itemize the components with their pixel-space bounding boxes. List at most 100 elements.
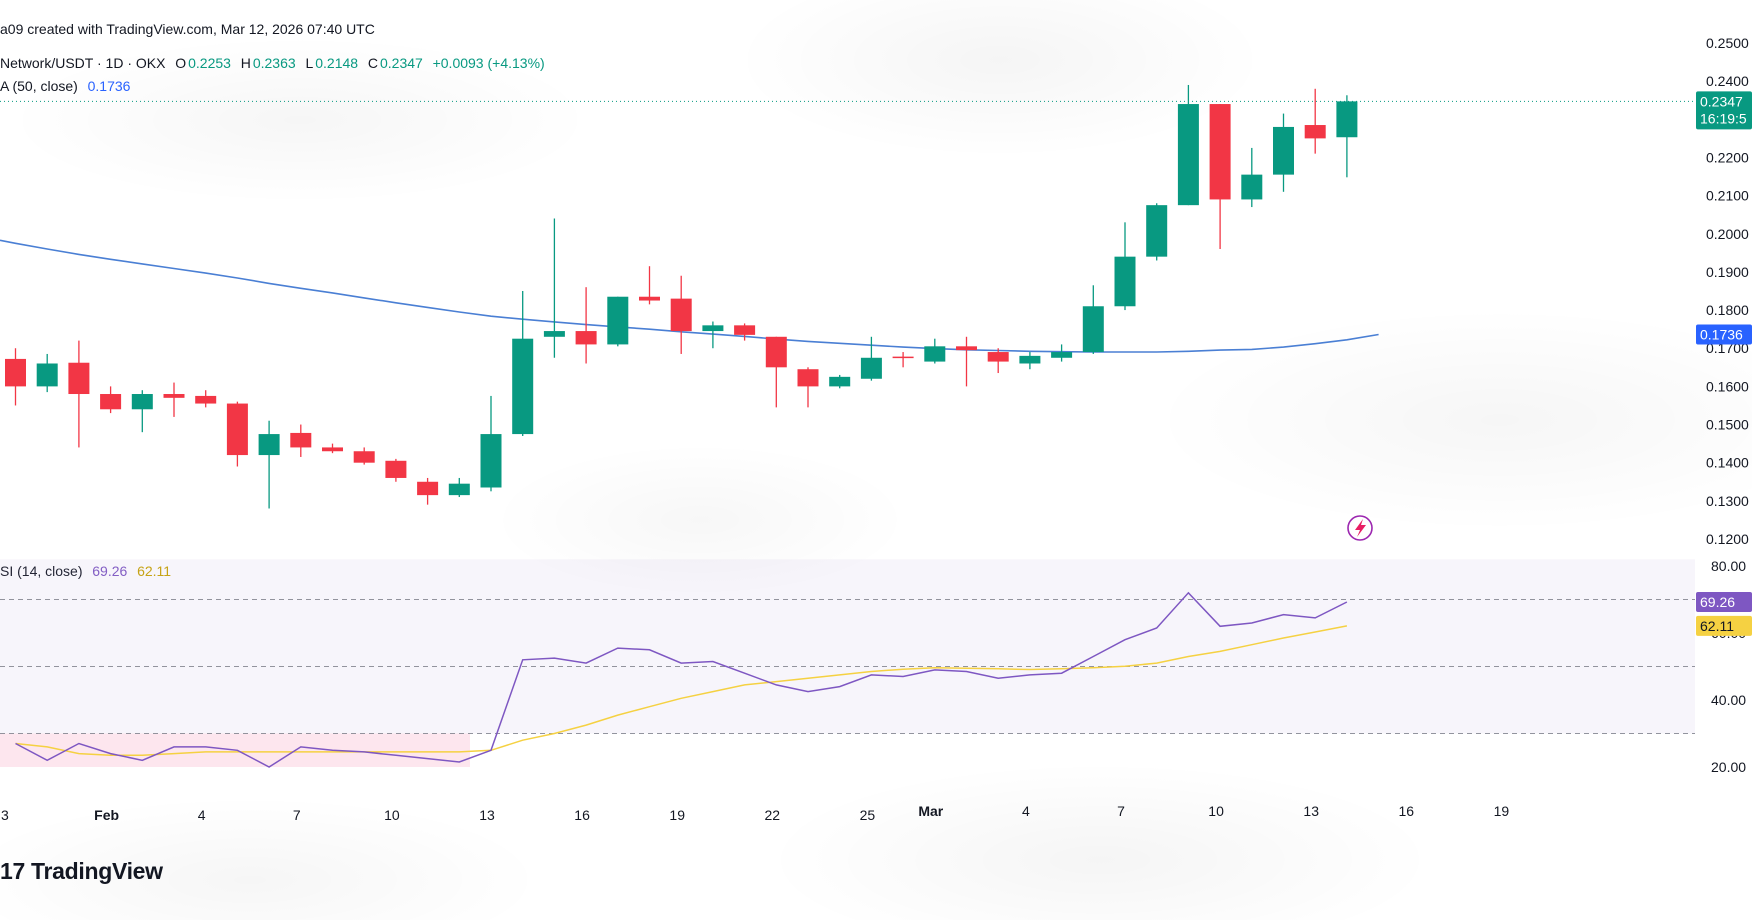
- candle[interactable]: [1114, 222, 1136, 311]
- candle-body: [417, 481, 439, 496]
- date-axis[interactable]: 3 Feb 4 7 10 13 16 19 22 25 Mar 4 7 10 13 16 19: [1, 803, 1509, 823]
- candle[interactable]: [1241, 147, 1263, 208]
- candle[interactable]: [36, 353, 58, 393]
- candle-body: [1051, 352, 1073, 358]
- candle-body: [1177, 104, 1199, 206]
- candle-body: [543, 331, 565, 337]
- price-badge-bg: [1696, 91, 1752, 130]
- candle[interactable]: [1051, 344, 1073, 362]
- candle[interactable]: [1209, 104, 1231, 250]
- flash-icon[interactable]: [1347, 515, 1373, 541]
- candle-body: [829, 376, 851, 387]
- candle[interactable]: [353, 447, 375, 465]
- rsi-ma-value: 62.11: [137, 563, 172, 579]
- candle[interactable]: [5, 348, 26, 406]
- candle-body: [734, 325, 756, 335]
- candle[interactable]: [226, 401, 248, 467]
- candle-body: [1082, 306, 1104, 353]
- candle-body: [68, 362, 90, 395]
- candle[interactable]: [68, 340, 90, 448]
- price-tick-label: 0.1200: [1706, 531, 1749, 547]
- candle[interactable]: [322, 443, 343, 454]
- rsi-overbought-fill: [0, 559, 1695, 600]
- chart-credit: a09 created with TradingView.com, Mar 12…: [0, 21, 377, 37]
- date-tick-label: Feb: [94, 807, 119, 823]
- candle[interactable]: [480, 395, 502, 492]
- candle[interactable]: [1336, 95, 1358, 178]
- symbol-legend[interactable]: Network/USDT · 1D · OKX O 0.2253 H 0.2363 …: [0, 55, 547, 71]
- candle[interactable]: [860, 336, 882, 381]
- candle[interactable]: [765, 336, 787, 408]
- candle-body: [1114, 256, 1136, 307]
- candle[interactable]: [987, 348, 1009, 374]
- candle-body: [100, 394, 122, 410]
- flash-icon-bolt: [1355, 519, 1366, 537]
- candles-layer[interactable]: [5, 84, 1358, 509]
- candle-body: [512, 338, 534, 435]
- candle[interactable]: [1273, 113, 1294, 192]
- candle[interactable]: [892, 352, 914, 368]
- date-tick-label: 4: [1022, 803, 1030, 819]
- candle[interactable]: [1082, 285, 1104, 354]
- candle[interactable]: [417, 477, 439, 505]
- price-badge-text: 0.2347: [1700, 93, 1743, 109]
- candle[interactable]: [924, 338, 946, 364]
- low-label: L: [305, 55, 314, 71]
- candle[interactable]: [385, 458, 407, 482]
- candle-body: [258, 434, 280, 456]
- candle-body: [892, 356, 914, 359]
- candle[interactable]: [163, 382, 185, 417]
- tradingview-logo-mark: 17: [0, 858, 25, 884]
- rsi-badge-text: 69.26: [1700, 594, 1735, 610]
- candle[interactable]: [512, 291, 534, 436]
- candle[interactable]: [797, 367, 819, 408]
- candle[interactable]: [956, 336, 977, 387]
- low-value: 0.2148: [315, 55, 359, 71]
- ma-label[interactable]: A (50, close): [0, 78, 78, 94]
- date-tick-label: 3: [1, 807, 9, 823]
- candle[interactable]: [195, 390, 217, 408]
- candle[interactable]: [131, 390, 153, 433]
- candle[interactable]: [1177, 84, 1199, 206]
- ma-legend[interactable]: A (50, close) 0.1736: [0, 78, 132, 94]
- candle-body: [765, 336, 787, 368]
- candle[interactable]: [1019, 352, 1041, 370]
- candle[interactable]: [100, 386, 122, 414]
- candle-body: [639, 296, 660, 301]
- candle[interactable]: [702, 321, 724, 349]
- candle-body: [1209, 104, 1231, 200]
- candle[interactable]: [639, 266, 660, 305]
- candle[interactable]: [258, 420, 280, 509]
- candle[interactable]: [1146, 203, 1168, 261]
- candle[interactable]: [575, 287, 597, 364]
- candle[interactable]: [290, 424, 312, 457]
- rsi-ma-line: [15, 625, 1348, 757]
- candle-body: [924, 346, 946, 362]
- candle[interactable]: [607, 296, 629, 347]
- candle-body: [5, 358, 26, 387]
- candle-body: [670, 298, 692, 332]
- date-tick-label: 19: [1494, 803, 1510, 819]
- price-tick-label: 0.1900: [1706, 264, 1749, 280]
- candle[interactable]: [670, 275, 692, 354]
- candle[interactable]: [734, 323, 756, 341]
- candle[interactable]: [448, 477, 470, 498]
- price-tick-label: 0.1300: [1706, 493, 1749, 509]
- tradingview-logo[interactable]: 17 TradingView: [0, 858, 163, 885]
- price-tick-label: 0.2400: [1706, 73, 1749, 89]
- candle[interactable]: [829, 374, 851, 389]
- close-value: 0.2347: [379, 55, 423, 71]
- rsi-legend[interactable]: SI (14, close) 69.26 62.11: [0, 563, 173, 579]
- symbol-name[interactable]: Network/USDT · 1D · OKX: [0, 55, 166, 71]
- candle-body: [290, 432, 312, 448]
- candle[interactable]: [543, 218, 565, 358]
- candle-body: [987, 352, 1009, 362]
- candle-body: [195, 395, 217, 404]
- candle[interactable]: [1304, 88, 1326, 154]
- change-value: +0.0093 (+4.13%): [432, 55, 545, 71]
- date-tick-label: 7: [293, 807, 301, 823]
- rsi-label[interactable]: SI (14, close): [0, 563, 83, 579]
